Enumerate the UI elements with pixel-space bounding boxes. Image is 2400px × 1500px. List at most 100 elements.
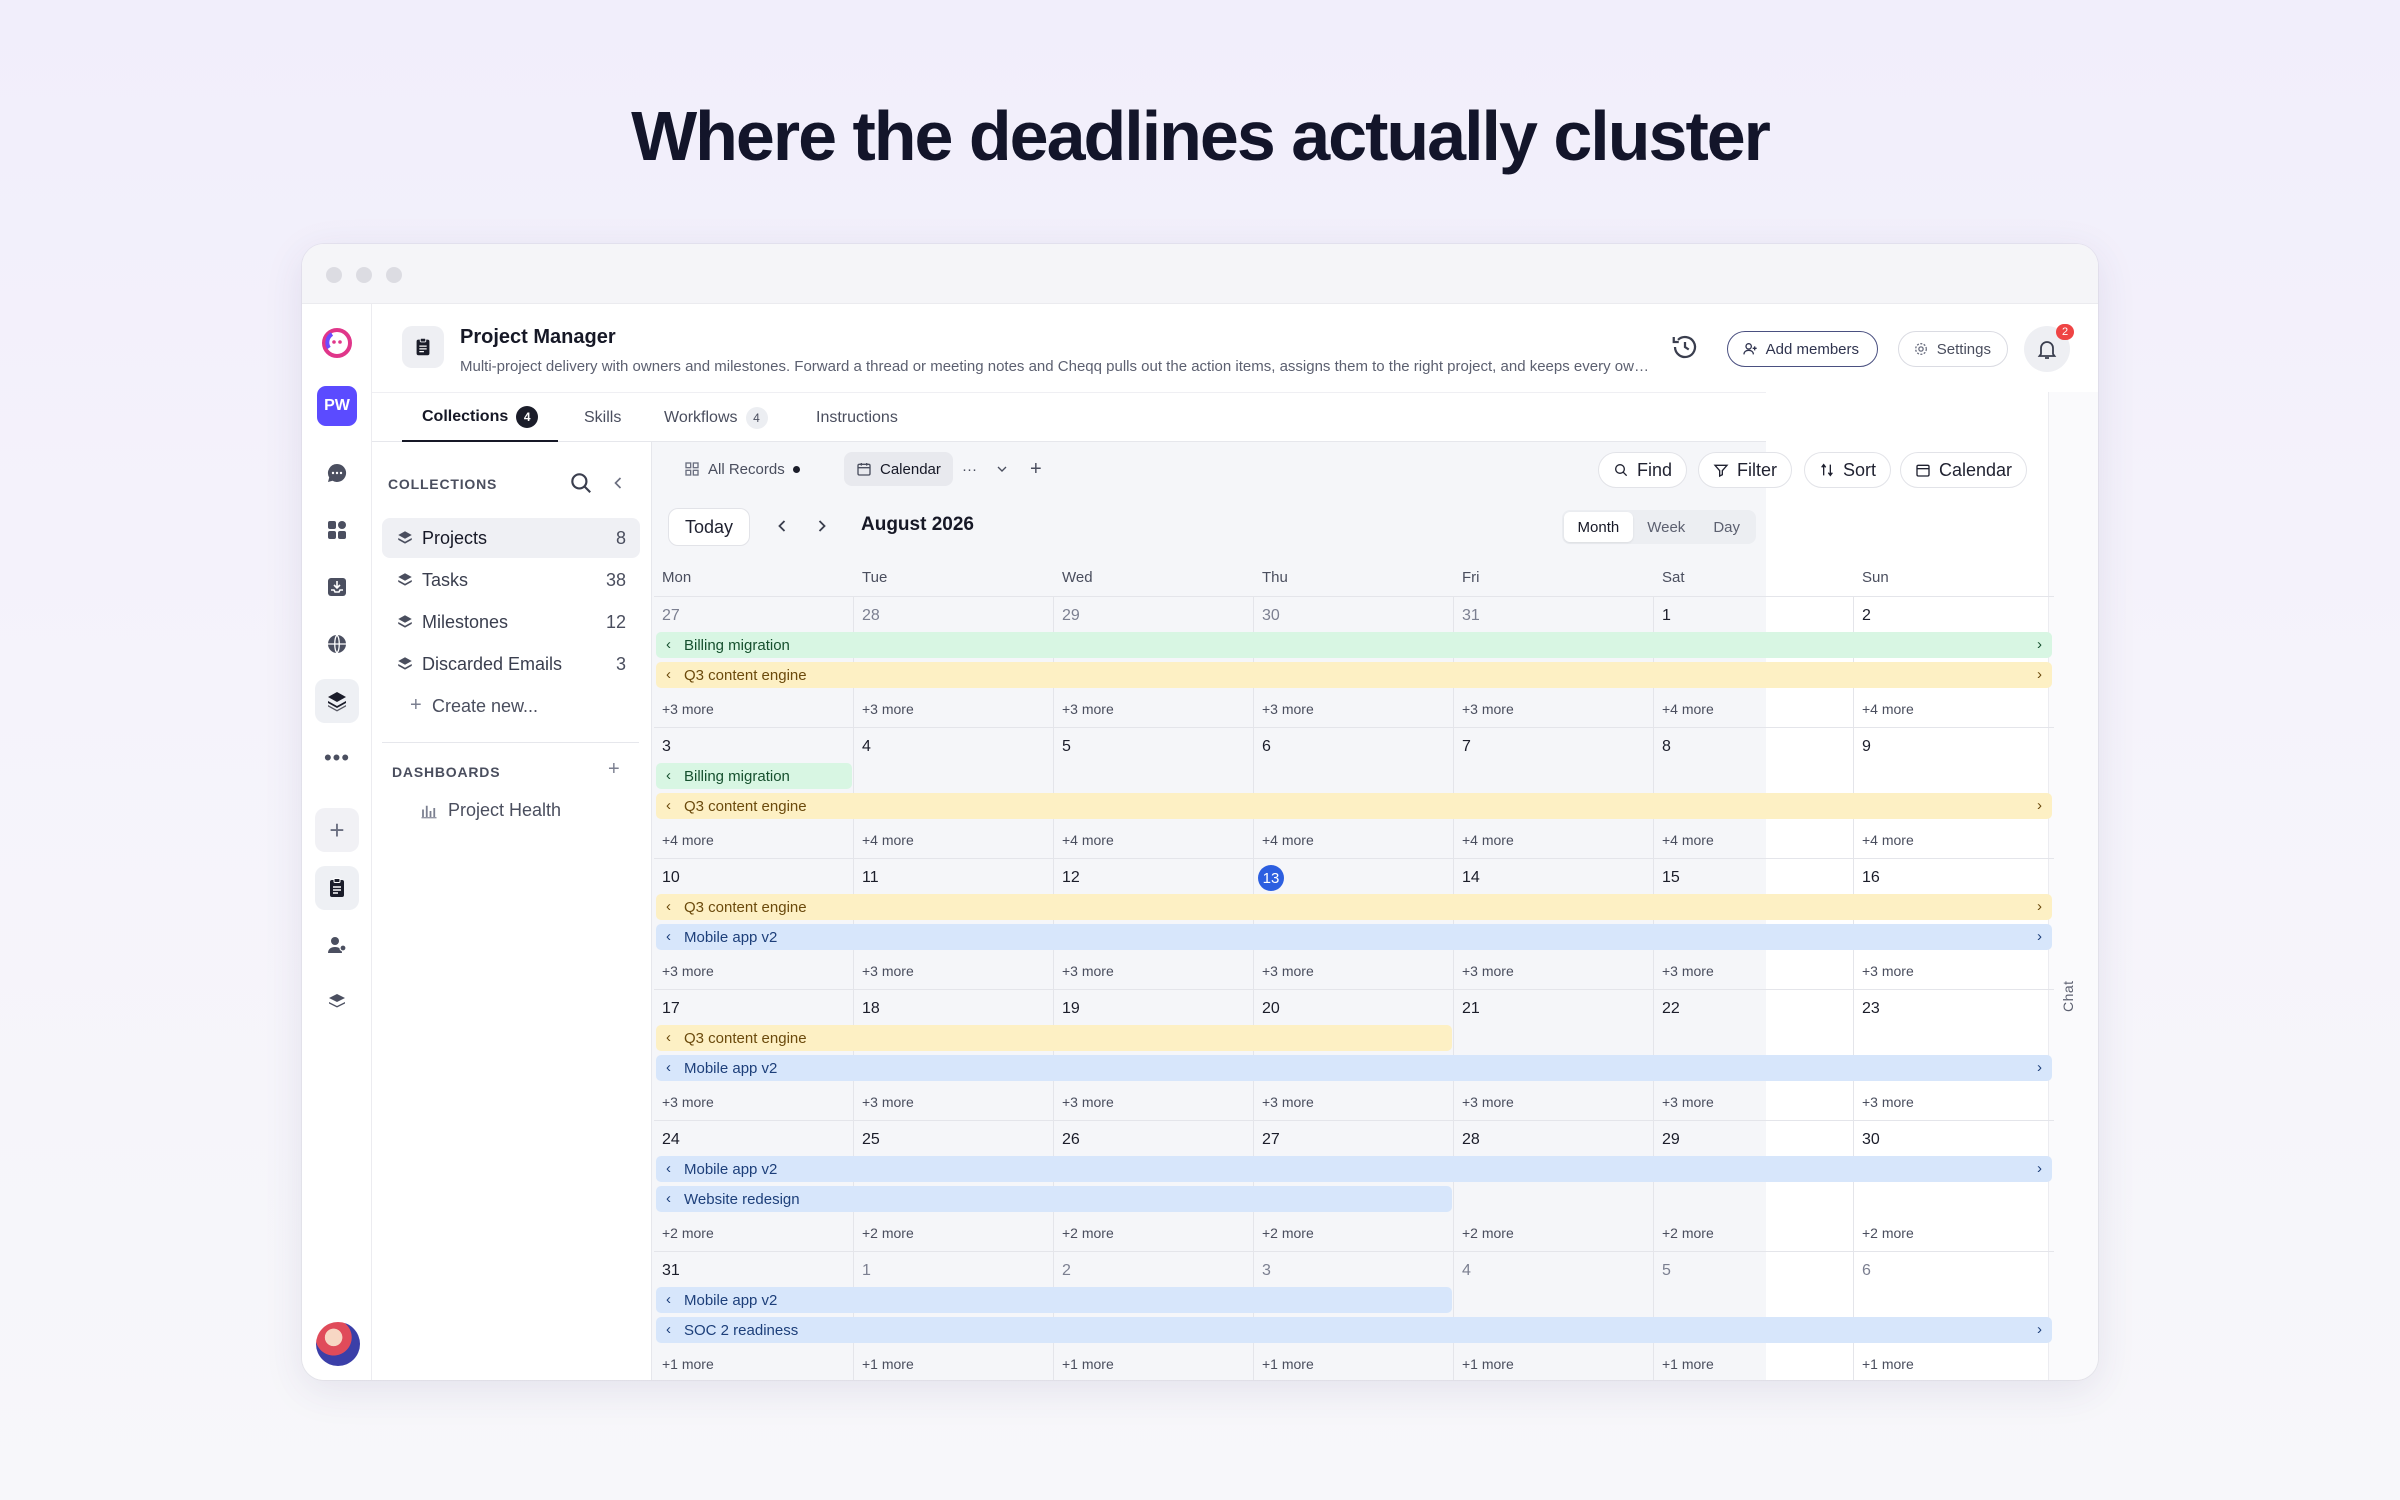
- create-collection-button[interactable]: + Create new...: [382, 686, 640, 726]
- day-cell[interactable]: 4 +4 more: [854, 727, 1054, 858]
- more-events-link[interactable]: +3 more: [1462, 963, 1514, 979]
- more-events-link[interactable]: +4 more: [1062, 832, 1114, 848]
- day-cell[interactable]: 6 +4 more: [1254, 727, 1454, 858]
- workspace-avatar[interactable]: PW: [317, 386, 357, 426]
- chat-icon[interactable]: [315, 451, 359, 495]
- day-cell[interactable]: 19 +3 more: [1054, 989, 1254, 1120]
- more-events-link[interactable]: +3 more: [1462, 701, 1514, 717]
- dashboard-item-project-health[interactable]: Project Health: [420, 800, 561, 821]
- collection-item-discarded-emails[interactable]: Discarded Emails 3: [382, 644, 640, 684]
- more-icon[interactable]: •••: [323, 745, 351, 770]
- app-logo-icon[interactable]: [320, 326, 354, 360]
- window-close-dot[interactable]: [326, 267, 342, 283]
- event-bar[interactable]: ‹ Q3 content engine ›: [656, 662, 2052, 688]
- more-events-link[interactable]: +3 more: [1862, 1094, 1914, 1110]
- day-cell[interactable]: 7 +4 more: [1454, 727, 1654, 858]
- add-dashboard-icon[interactable]: +: [608, 758, 620, 780]
- view-all-records[interactable]: All Records: [672, 452, 812, 486]
- more-events-link[interactable]: +4 more: [1662, 832, 1714, 848]
- more-events-link[interactable]: +2 more: [1662, 1225, 1714, 1241]
- day-cell[interactable]: 31 +3 more: [1454, 596, 1654, 727]
- add-view-icon[interactable]: +: [1030, 457, 1042, 480]
- collection-item-projects[interactable]: Projects 8: [382, 518, 640, 558]
- more-events-link[interactable]: +3 more: [862, 701, 914, 717]
- mode-day[interactable]: Day: [1713, 518, 1740, 536]
- day-cell[interactable]: 1 +4 more: [1654, 596, 1854, 727]
- more-events-link[interactable]: +4 more: [1662, 701, 1714, 717]
- settings-button[interactable]: Settings: [1897, 331, 2008, 367]
- collection-item-milestones[interactable]: Milestones 12: [382, 602, 640, 642]
- filter-button[interactable]: Filter: [1698, 452, 1792, 488]
- day-cell[interactable]: 18 +3 more: [854, 989, 1054, 1120]
- day-cell[interactable]: 24 +2 more: [654, 1120, 854, 1251]
- more-events-link[interactable]: +1 more: [1462, 1356, 1514, 1372]
- chat-panel-toggle[interactable]: Chat: [2048, 392, 2098, 1380]
- day-cell[interactable]: 25 +2 more: [854, 1120, 1054, 1251]
- event-bar[interactable]: ‹ Mobile app v2: [656, 1287, 1452, 1313]
- inbox-icon[interactable]: [315, 565, 359, 609]
- event-bar[interactable]: ‹ Mobile app v2 ›: [656, 924, 2052, 950]
- day-cell[interactable]: 9 +4 more: [1854, 727, 2054, 858]
- day-cell[interactable]: 23 +3 more: [1854, 989, 2054, 1120]
- more-events-link[interactable]: +2 more: [1262, 1225, 1314, 1241]
- more-events-link[interactable]: +2 more: [862, 1225, 914, 1241]
- day-cell[interactable]: 20 +3 more: [1254, 989, 1454, 1120]
- day-cell[interactable]: 12 +3 more: [1054, 858, 1254, 989]
- day-cell[interactable]: 28 +3 more: [854, 596, 1054, 727]
- tab-workflows[interactable]: Workflows 4: [664, 393, 768, 443]
- more-events-link[interactable]: +4 more: [1462, 832, 1514, 848]
- mode-month[interactable]: Month: [1563, 512, 1634, 542]
- more-events-link[interactable]: +1 more: [862, 1356, 914, 1372]
- more-events-link[interactable]: +2 more: [1062, 1225, 1114, 1241]
- day-cell[interactable]: 3 +1 more: [1254, 1251, 1454, 1380]
- day-cell[interactable]: 6 +1 more: [1854, 1251, 2054, 1380]
- apps-icon[interactable]: [315, 508, 359, 552]
- day-cell[interactable]: 10 +3 more: [654, 858, 854, 989]
- day-cell[interactable]: 4 +1 more: [1454, 1251, 1654, 1380]
- day-cell[interactable]: 1 +1 more: [854, 1251, 1054, 1380]
- more-events-link[interactable]: +4 more: [862, 832, 914, 848]
- day-cell[interactable]: 22 +3 more: [1654, 989, 1854, 1120]
- event-bar[interactable]: ‹ Mobile app v2 ›: [656, 1055, 2052, 1081]
- chevron-down-icon[interactable]: [990, 452, 1014, 486]
- collection-item-tasks[interactable]: Tasks 38: [382, 560, 640, 600]
- day-cell[interactable]: 16 +3 more: [1854, 858, 2054, 989]
- user-agent-icon[interactable]: [315, 923, 359, 967]
- day-cell[interactable]: 17 +3 more: [654, 989, 854, 1120]
- more-events-link[interactable]: +2 more: [1862, 1225, 1914, 1241]
- more-events-link[interactable]: +1 more: [662, 1356, 714, 1372]
- event-bar[interactable]: ‹ Website redesign: [656, 1186, 1452, 1212]
- more-events-link[interactable]: +3 more: [662, 701, 714, 717]
- day-cell[interactable]: 28 +2 more: [1454, 1120, 1654, 1251]
- more-events-link[interactable]: +1 more: [1662, 1356, 1714, 1372]
- day-cell[interactable]: 5 +4 more: [1054, 727, 1254, 858]
- more-events-link[interactable]: +1 more: [1262, 1356, 1314, 1372]
- collapse-chevron-icon[interactable]: [608, 472, 628, 494]
- more-events-link[interactable]: +3 more: [1262, 701, 1314, 717]
- history-icon[interactable]: [1670, 332, 1700, 362]
- day-cell[interactable]: 3 +4 more: [654, 727, 854, 858]
- more-events-link[interactable]: +3 more: [1062, 1094, 1114, 1110]
- day-cell[interactable]: 8 +4 more: [1654, 727, 1854, 858]
- more-events-link[interactable]: +3 more: [862, 963, 914, 979]
- more-events-link[interactable]: +3 more: [662, 1094, 714, 1110]
- more-events-link[interactable]: +3 more: [662, 963, 714, 979]
- today-button[interactable]: Today: [668, 508, 751, 546]
- day-cell[interactable]: 30 +3 more: [1254, 596, 1454, 727]
- tab-skills[interactable]: Skills: [584, 393, 621, 443]
- event-bar[interactable]: ‹ Billing migration ›: [656, 632, 2052, 658]
- tab-instructions[interactable]: Instructions: [816, 393, 898, 443]
- more-events-link[interactable]: +3 more: [1862, 963, 1914, 979]
- more-events-link[interactable]: +3 more: [862, 1094, 914, 1110]
- day-cell[interactable]: 29 +2 more: [1654, 1120, 1854, 1251]
- add-members-button[interactable]: Add members: [1726, 331, 1878, 367]
- stack-icon[interactable]: [315, 980, 359, 1024]
- window-zoom-dot[interactable]: [386, 267, 402, 283]
- search-icon[interactable]: [568, 470, 594, 496]
- more-events-link[interactable]: +4 more: [662, 832, 714, 848]
- day-cell[interactable]: 2 +4 more: [1854, 596, 2054, 727]
- more-events-link[interactable]: +3 more: [1062, 701, 1114, 717]
- day-cell[interactable]: 27 +3 more: [654, 596, 854, 727]
- event-bar[interactable]: ‹ Billing migration: [656, 763, 852, 789]
- day-cell[interactable]: 30 +2 more: [1854, 1120, 2054, 1251]
